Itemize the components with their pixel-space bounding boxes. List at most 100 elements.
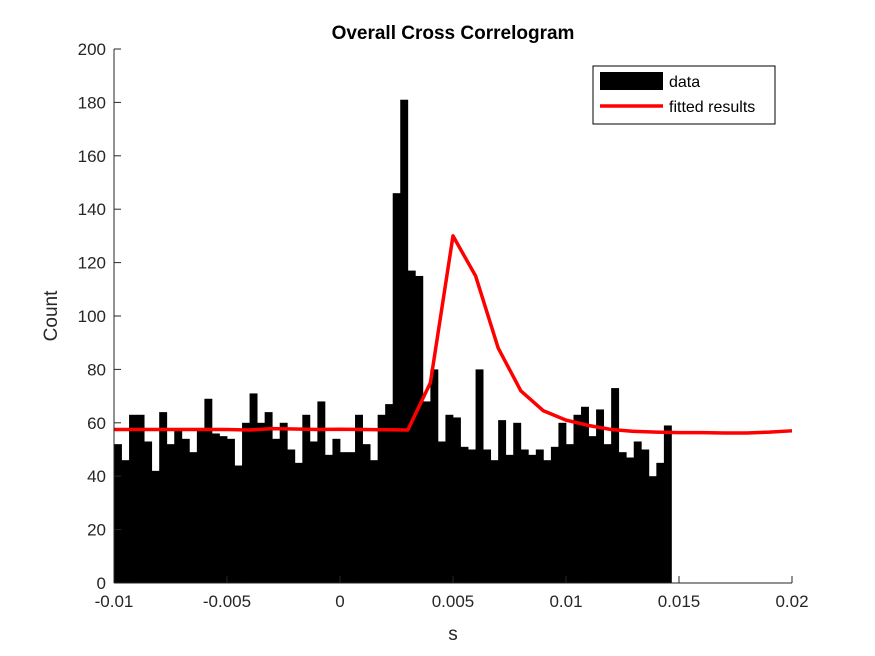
histogram-bar (317, 401, 326, 583)
histogram-bar (558, 422, 567, 583)
histogram-bar (460, 446, 469, 583)
histogram-bar (588, 436, 597, 583)
x-tick-label: 0.015 (658, 592, 701, 611)
histogram-bar (144, 441, 153, 583)
histogram-bar (272, 438, 281, 583)
histogram-bar (528, 454, 537, 583)
histogram-bar (339, 452, 348, 583)
y-tick-label: 120 (78, 254, 106, 273)
histogram-bar (407, 270, 416, 583)
y-tick-label: 0 (97, 574, 106, 593)
histogram-bar (234, 465, 243, 583)
x-tick-label: -0.01 (95, 592, 134, 611)
histogram-bar (385, 404, 394, 583)
y-tick-label: 100 (78, 307, 106, 326)
histogram-bar (189, 452, 198, 583)
y-tick-label: 200 (78, 40, 106, 59)
histogram-bar (181, 438, 190, 583)
histogram-bar (581, 406, 589, 583)
histogram-bar (641, 449, 650, 583)
histogram-bar (543, 460, 552, 583)
histogram-bar (573, 414, 582, 583)
histogram-bar (400, 99, 409, 583)
fitted-curve-group (114, 234, 793, 435)
histogram-bar (596, 409, 605, 583)
histogram-bars (114, 99, 672, 583)
histogram-bar (166, 444, 175, 583)
histogram-bar (129, 414, 137, 583)
x-tick-label: 0.005 (432, 592, 475, 611)
fitted-curve-line (114, 234, 793, 435)
histogram-bar (452, 417, 461, 583)
x-tick-label: 0.02 (775, 592, 808, 611)
y-tick-label: 40 (87, 467, 106, 486)
histogram-bar (355, 414, 363, 583)
histogram-bar (249, 393, 258, 583)
x-tick-label: 0.01 (549, 592, 582, 611)
legend: data fitted results (592, 65, 776, 125)
histogram-bar (611, 388, 620, 583)
histogram-bar (211, 433, 220, 583)
chart-title: Overall Cross Correlogram (332, 23, 575, 44)
histogram-bar (535, 449, 544, 583)
histogram-bar (603, 444, 612, 583)
histogram-bar (430, 369, 439, 583)
histogram-bar (332, 438, 341, 583)
histogram-bar (656, 462, 665, 583)
histogram-bar (626, 457, 635, 583)
histogram-bar (196, 430, 205, 583)
y-tick-label: 80 (87, 360, 106, 379)
histogram-bar (159, 412, 168, 583)
histogram-bar (468, 449, 476, 583)
histogram-bar (392, 193, 401, 583)
histogram-bar (618, 452, 627, 583)
histogram-bar (648, 476, 657, 583)
histogram-bar (136, 414, 145, 583)
histogram-bar (370, 460, 379, 583)
histogram-bar (505, 454, 514, 583)
histogram-bar (219, 436, 228, 583)
histogram-bar (565, 444, 574, 583)
histogram-bar (257, 422, 266, 583)
histogram-bar (437, 441, 446, 583)
histogram-bar (377, 414, 386, 583)
histogram-bar (483, 449, 492, 583)
y-tick-label: 180 (78, 93, 106, 112)
histogram-bar (520, 449, 529, 583)
legend-swatch-data (600, 72, 663, 90)
histogram-bar (151, 470, 160, 583)
x-tick-label: 0 (335, 592, 344, 611)
axes: -0.01 -0.005 0 0.005 0.01 0.015 0.02 0 20 40 60 80 1… (78, 40, 809, 611)
histogram-bar (362, 444, 371, 583)
histogram-bar (302, 414, 311, 583)
histogram-bar (347, 452, 356, 583)
histogram-bar (550, 446, 559, 583)
histogram-bar (242, 422, 250, 583)
y-axis-label: Count (41, 290, 62, 341)
y-tick-label: 60 (87, 414, 106, 433)
histogram-bar (309, 441, 318, 583)
histogram-bar (294, 462, 303, 583)
histogram-bar (114, 444, 122, 583)
legend-label-data: data (669, 74, 700, 91)
histogram-bar (324, 454, 333, 583)
legend-label-fitted: fitted results (669, 99, 755, 116)
histogram-bar (204, 398, 213, 583)
y-tick-label: 20 (87, 521, 106, 540)
histogram-bar (279, 422, 288, 583)
histogram-bar (121, 460, 130, 583)
histogram-bar (498, 420, 507, 583)
x-axis-label: s (448, 624, 458, 645)
histogram-bar (264, 412, 273, 583)
y-tick-label: 160 (78, 147, 106, 166)
histogram-bar (174, 428, 183, 583)
histogram-bar (475, 369, 484, 583)
histogram-bar (490, 460, 499, 583)
histogram-bar (633, 441, 642, 583)
histogram-bar (415, 275, 424, 583)
histogram-bar (445, 414, 454, 583)
x-tick-label: -0.005 (203, 592, 251, 611)
histogram-bar (287, 449, 296, 583)
y-tick-label: 140 (78, 200, 106, 219)
